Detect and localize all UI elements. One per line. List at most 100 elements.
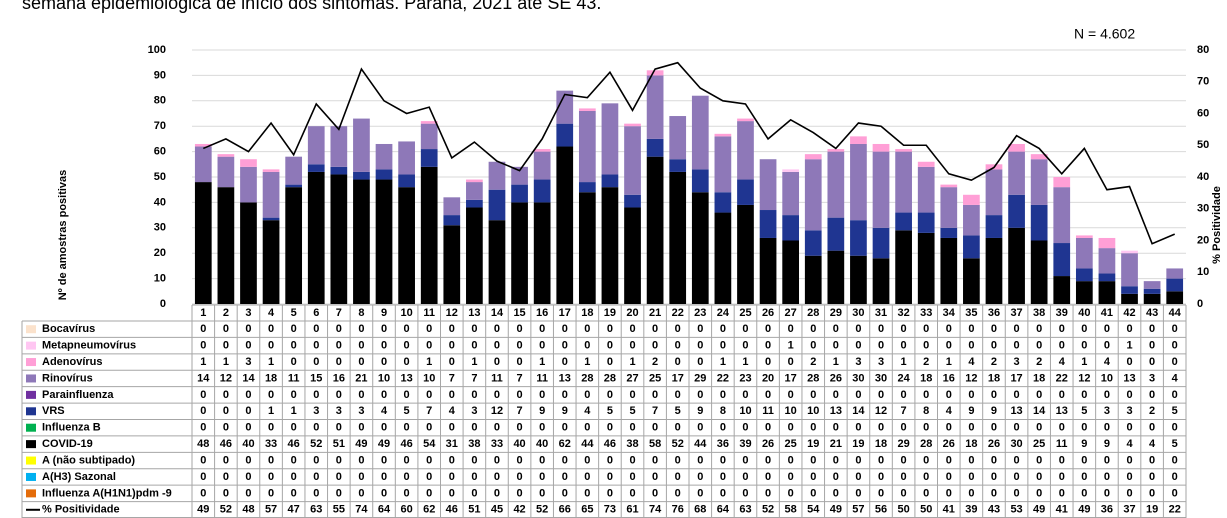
bar-segment xyxy=(1121,286,1138,294)
bar-segment xyxy=(895,151,912,213)
table-cell: 1 xyxy=(426,356,432,368)
table-cell: 9 xyxy=(697,405,703,417)
bar-segment xyxy=(1030,204,1048,241)
table-cell: 0 xyxy=(517,356,523,368)
table-cell: 48 xyxy=(242,504,254,516)
bar-segment xyxy=(1053,177,1071,188)
table-cell: 4 xyxy=(449,405,456,417)
bar-segment xyxy=(669,159,687,172)
y-tick-label: 40 xyxy=(154,196,166,208)
table-cell: 0 xyxy=(878,454,884,466)
table-cell: 14 xyxy=(197,372,210,384)
table-cell: 0 xyxy=(358,340,364,352)
bar-segment xyxy=(646,156,664,304)
table-cell: 0 xyxy=(1014,323,1020,335)
table-cell: 0 xyxy=(810,454,816,466)
y-tick-label: 20 xyxy=(154,247,166,259)
bar-segment xyxy=(353,179,370,304)
table-cell: 0 xyxy=(1104,340,1110,352)
x-tick-label: 39 xyxy=(1056,307,1068,319)
table-cell: 0 xyxy=(381,422,387,434)
table-cell: 0 xyxy=(404,340,410,352)
table-cell: 0 xyxy=(788,356,794,368)
table-cell: 29 xyxy=(897,438,909,450)
table-cell: 3 xyxy=(855,356,861,368)
x-tick-label: 25 xyxy=(739,307,751,319)
table-cell: 25 xyxy=(785,438,797,450)
bar-segment xyxy=(194,143,212,147)
bar-segment xyxy=(917,161,935,167)
x-tick-label: 8 xyxy=(358,307,364,319)
table-cell: 0 xyxy=(833,471,839,483)
table-cell: 0 xyxy=(1126,454,1132,466)
table-cell: 50 xyxy=(920,504,932,516)
bar-segment xyxy=(578,182,596,193)
table-cell: 0 xyxy=(584,471,590,483)
table-cell: 27 xyxy=(626,372,638,384)
table-cell: 0 xyxy=(923,487,929,499)
table-cell: 0 xyxy=(562,389,568,401)
table-cell: 25 xyxy=(649,372,661,384)
bar-segment xyxy=(1030,159,1048,205)
table-cell: 0 xyxy=(765,422,771,434)
bar-segment xyxy=(895,212,912,231)
bar-segment xyxy=(624,207,641,304)
table-cell: 18 xyxy=(920,372,932,384)
table-cell: 0 xyxy=(517,389,523,401)
table-cell: 0 xyxy=(291,471,297,483)
table-cell: 0 xyxy=(607,422,613,434)
x-tick-label: 42 xyxy=(1123,307,1135,319)
table-cell: 16 xyxy=(943,372,955,384)
table-cell: 0 xyxy=(494,487,500,499)
bar-segment xyxy=(466,182,483,200)
bar-segment xyxy=(240,166,257,203)
y2-tick-label: 80 xyxy=(1197,44,1209,56)
bar-segment xyxy=(669,171,687,304)
table-cell: 0 xyxy=(697,454,703,466)
table-cell: 0 xyxy=(313,422,319,434)
table-cell: 0 xyxy=(539,471,545,483)
table-cell: 14 xyxy=(852,405,865,417)
table-cell: 5 xyxy=(1172,438,1178,450)
table-cell: 3 xyxy=(358,405,364,417)
table-cell: 0 xyxy=(584,454,590,466)
table-cell: 0 xyxy=(1059,323,1065,335)
table-cell: 0 xyxy=(336,389,342,401)
table-cell: 0 xyxy=(1059,487,1065,499)
bar-segment xyxy=(782,240,800,304)
table-cell: 11 xyxy=(762,405,774,417)
table-cell: 5 xyxy=(1081,405,1087,417)
table-cell: 1 xyxy=(539,356,545,368)
bar-segment xyxy=(511,184,528,203)
y-tick-label: 50 xyxy=(154,171,166,183)
bar-segment xyxy=(466,179,483,183)
bar-segment xyxy=(330,174,348,304)
table-cell: 0 xyxy=(652,340,658,352)
bar-segment xyxy=(307,126,325,165)
table-cell: 0 xyxy=(788,422,794,434)
table-cell: 0 xyxy=(200,405,206,417)
table-cell: 0 xyxy=(200,454,206,466)
bar-segment xyxy=(850,136,867,144)
table-cell: 0 xyxy=(697,422,703,434)
legend-swatch xyxy=(26,390,36,399)
table-cell: 0 xyxy=(1172,356,1178,368)
bar-segment xyxy=(1166,278,1184,292)
bar-segment xyxy=(1143,281,1161,289)
table-cell: 0 xyxy=(1104,454,1110,466)
table-cell: 4 xyxy=(1104,356,1111,368)
bar-segment xyxy=(691,95,709,170)
bar-segment xyxy=(194,146,212,183)
table-cell: 0 xyxy=(1104,422,1110,434)
legend-swatch xyxy=(26,325,36,334)
table-cell: 0 xyxy=(607,471,613,483)
bar-segment xyxy=(646,70,664,76)
table-cell: 0 xyxy=(1172,454,1178,466)
table-cell: 0 xyxy=(404,487,410,499)
table-cell: 0 xyxy=(629,389,635,401)
legend-label: Metapneumovírus xyxy=(42,340,136,352)
table-cell: 0 xyxy=(742,323,748,335)
table-cell: 0 xyxy=(562,422,568,434)
x-tick-label: 40 xyxy=(1078,307,1090,319)
table-cell: 0 xyxy=(1081,422,1087,434)
